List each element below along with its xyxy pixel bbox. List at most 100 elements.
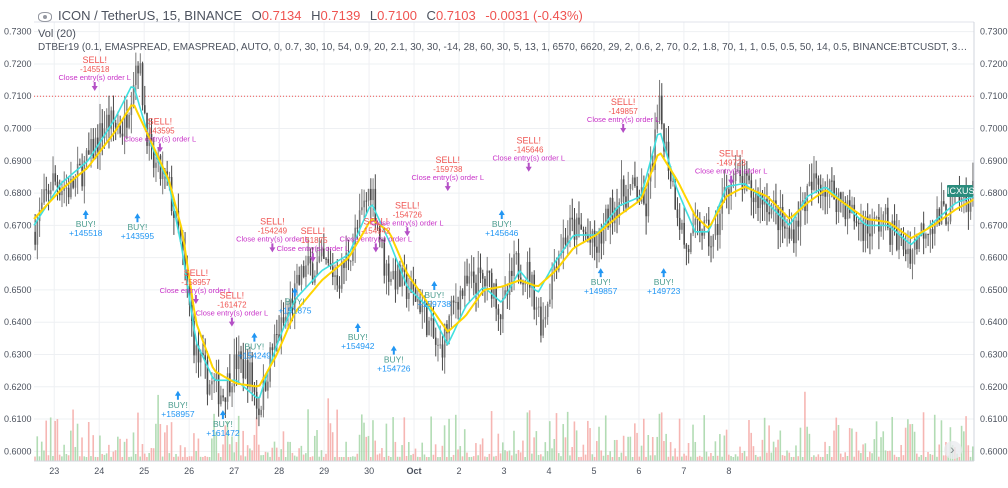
volume-bar bbox=[175, 453, 177, 461]
volume-legend[interactable]: Vol (20) bbox=[38, 28, 76, 40]
volume-bar bbox=[472, 456, 475, 461]
volume-bar bbox=[412, 453, 415, 461]
volume-bar bbox=[933, 414, 936, 461]
candle-body bbox=[734, 170, 737, 182]
volume-bar bbox=[336, 409, 338, 461]
candle-body bbox=[533, 274, 536, 310]
volume-bar bbox=[958, 456, 961, 461]
candle-body bbox=[114, 122, 117, 128]
volume-bar bbox=[132, 432, 135, 461]
time-tick-label: 2 bbox=[457, 466, 462, 476]
candle-body bbox=[108, 114, 110, 130]
buy-arrow-icon bbox=[251, 332, 258, 342]
candle-body bbox=[584, 231, 587, 235]
scroll-to-realtime-button[interactable] bbox=[944, 441, 962, 459]
volume-bar bbox=[830, 456, 833, 461]
volume-bar bbox=[569, 455, 571, 461]
volume-bar bbox=[656, 436, 659, 461]
strategy-legend[interactable]: DTBEr19 (0.1, EMASPREAD, EMASPREAD, AUTO… bbox=[38, 42, 968, 53]
candle-body bbox=[743, 170, 746, 191]
volume-bar bbox=[441, 445, 444, 461]
candle-body bbox=[202, 353, 204, 356]
volume-bar bbox=[499, 453, 502, 461]
buy-qty: +145646 bbox=[485, 228, 519, 238]
volume-bar bbox=[616, 439, 618, 461]
volume-bar bbox=[172, 456, 175, 461]
candle-body bbox=[244, 360, 247, 379]
candle-body bbox=[497, 308, 500, 315]
candle-body bbox=[325, 258, 327, 260]
volume-bar bbox=[466, 452, 468, 461]
volume-bar bbox=[866, 456, 869, 461]
candle-body bbox=[549, 299, 551, 305]
candle-body bbox=[781, 206, 784, 227]
volume-bar bbox=[573, 421, 576, 461]
volume-bar bbox=[179, 445, 182, 461]
volume-bar bbox=[916, 453, 918, 461]
candle-body bbox=[629, 184, 632, 190]
volume-bar bbox=[669, 442, 672, 461]
candle-body bbox=[616, 207, 618, 218]
eye-icon[interactable] bbox=[38, 11, 52, 22]
sell-qty: -145646 bbox=[514, 146, 544, 155]
volume-bar bbox=[936, 456, 938, 461]
candle-body bbox=[502, 298, 504, 320]
volume-bar bbox=[63, 444, 65, 461]
candle-body bbox=[916, 238, 918, 250]
price-tick-right: 0.6100 bbox=[980, 414, 1008, 424]
volume-bar bbox=[432, 454, 435, 461]
candle-body bbox=[396, 264, 399, 290]
price-tick-left: 0.6700 bbox=[4, 220, 32, 230]
candle-body bbox=[399, 264, 401, 287]
candle-body bbox=[813, 173, 815, 190]
buy-qty: +149723 bbox=[647, 286, 681, 296]
volume-bar bbox=[128, 456, 130, 461]
candle-body bbox=[493, 283, 495, 299]
candle-body bbox=[103, 128, 106, 139]
close-entry-label: Close entry(s) order L bbox=[277, 244, 350, 253]
volume-bar bbox=[889, 450, 891, 461]
volume-bar bbox=[728, 454, 730, 461]
ema-series-line bbox=[33, 104, 975, 388]
candle-body bbox=[334, 275, 336, 277]
volume-bar bbox=[531, 453, 533, 461]
volume-bar bbox=[305, 453, 307, 461]
volume-bar bbox=[416, 456, 419, 461]
volume-bar bbox=[924, 456, 927, 461]
candle-body bbox=[90, 138, 92, 155]
volume-bar bbox=[463, 429, 466, 461]
candle-body bbox=[354, 227, 356, 247]
candle-body bbox=[316, 261, 318, 276]
volume-bar bbox=[289, 441, 291, 461]
volume-bar bbox=[640, 445, 643, 461]
candle-body bbox=[705, 219, 708, 221]
candle-body bbox=[737, 170, 739, 172]
candle-body bbox=[893, 220, 896, 229]
candle-body bbox=[267, 381, 269, 391]
volume-bar bbox=[844, 452, 847, 461]
volume-bar bbox=[676, 456, 679, 461]
symbol-legend[interactable]: ICON / TetherUS, 15, BINANCE O0.7134 H0.… bbox=[38, 8, 583, 23]
candle-body bbox=[282, 317, 285, 323]
volume-bar bbox=[309, 456, 312, 461]
price-tick-left: 0.6600 bbox=[4, 253, 32, 263]
candle-body bbox=[690, 233, 692, 253]
candle-body bbox=[173, 210, 175, 218]
candle-body bbox=[323, 248, 325, 259]
sell-label: SELL! bbox=[260, 216, 285, 226]
candle-body bbox=[795, 220, 797, 244]
candle-body bbox=[669, 170, 672, 182]
candle-body bbox=[683, 222, 685, 245]
volume-bar bbox=[269, 456, 271, 461]
time-tick-label: 7 bbox=[681, 466, 686, 476]
candle-body bbox=[676, 209, 679, 218]
volume-bar bbox=[665, 433, 667, 461]
volume-bar bbox=[394, 441, 397, 461]
volume-bar bbox=[231, 436, 233, 461]
buy-signal: BUY!+154942 bbox=[341, 322, 375, 351]
candle-body bbox=[390, 279, 392, 282]
volume-bar bbox=[681, 456, 683, 461]
